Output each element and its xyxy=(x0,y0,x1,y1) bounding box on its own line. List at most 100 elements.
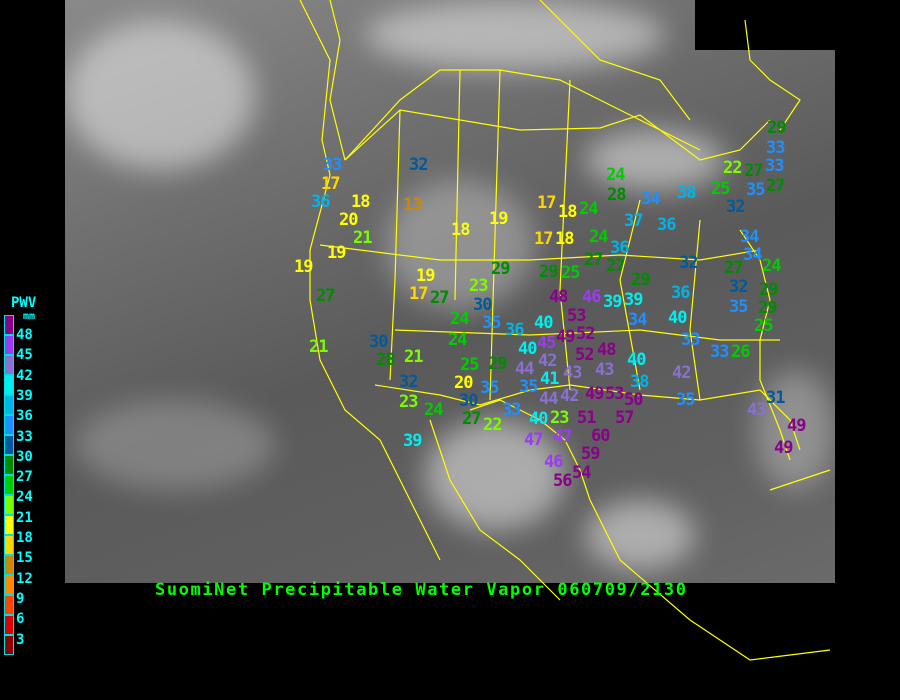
station-pwv-value: 23 xyxy=(550,408,570,428)
station-pwv-value: 21 xyxy=(353,228,373,248)
station-pwv-value: 36 xyxy=(505,320,525,340)
legend-swatch xyxy=(4,334,14,355)
station-pwv-value: 22 xyxy=(723,158,743,178)
station-pwv-value: 27 xyxy=(316,286,336,306)
station-pwv-value: 50 xyxy=(624,390,644,410)
legend-swatch xyxy=(4,394,14,415)
station-pwv-value: 24 xyxy=(579,199,599,219)
station-pwv-value: 27 xyxy=(766,176,786,196)
station-pwv-value: 42 xyxy=(560,386,580,406)
station-pwv-value: 52 xyxy=(575,345,595,365)
legend-swatch xyxy=(4,414,14,435)
station-pwv-value: 38 xyxy=(630,372,650,392)
color-legend xyxy=(4,314,14,655)
station-pwv-value: 19 xyxy=(489,209,509,229)
legend-swatch xyxy=(4,514,14,535)
station-pwv-value: 45 xyxy=(537,333,557,353)
legend-swatch xyxy=(4,314,14,335)
station-pwv-value: 27 xyxy=(430,288,450,308)
station-pwv-value: 28 xyxy=(607,185,627,205)
station-pwv-value: 49 xyxy=(774,438,794,458)
legend-label: 45 xyxy=(16,347,33,364)
station-pwv-value: 24 xyxy=(424,400,444,420)
station-pwv-value: 41 xyxy=(540,369,560,389)
station-pwv-value: 49 xyxy=(585,384,605,404)
station-pwv-value: 35 xyxy=(746,180,766,200)
station-pwv-value: 35 xyxy=(519,377,539,397)
station-pwv-value: 40 xyxy=(518,339,538,359)
legend-label: 6 xyxy=(16,611,25,628)
station-pwv-value: 39 xyxy=(403,431,423,451)
station-pwv-value: 53 xyxy=(605,384,625,404)
station-pwv-value: 20 xyxy=(454,373,474,393)
station-pwv-value: 17 xyxy=(409,284,429,304)
station-pwv-value: 25 xyxy=(460,355,480,375)
station-pwv-value: 18 xyxy=(558,202,578,222)
station-pwv-value: 34 xyxy=(641,189,661,209)
station-pwv-value: 43 xyxy=(563,363,583,383)
map-title: SuomiNet Precipitable Water Vapor 060709… xyxy=(155,580,688,600)
station-pwv-value: 49 xyxy=(787,416,807,436)
station-pwv-value: 46 xyxy=(544,452,564,472)
station-pwv-value: 32 xyxy=(399,372,419,392)
station-pwv-value: 51 xyxy=(577,408,597,428)
station-pwv-value: 33 xyxy=(765,156,785,176)
legend-swatch xyxy=(4,574,14,595)
station-pwv-value: 35 xyxy=(482,313,502,333)
legend-swatch xyxy=(4,354,14,375)
station-pwv-value: 39 xyxy=(624,290,644,310)
station-pwv-value: 25 xyxy=(754,316,774,336)
station-pwv-value: 42 xyxy=(672,363,692,383)
station-pwv-value: 18 xyxy=(451,220,471,240)
station-pwv-value: 19 xyxy=(416,266,436,286)
station-pwv-value: 21 xyxy=(309,337,329,357)
station-pwv-value: 36 xyxy=(657,215,677,235)
legend-swatch xyxy=(4,434,14,455)
station-pwv-value: 23 xyxy=(399,392,419,412)
legend-swatch xyxy=(4,534,14,555)
station-pwv-value: 19 xyxy=(327,243,347,263)
station-pwv-value: 48 xyxy=(549,287,569,307)
legend-title: PWV xyxy=(11,295,37,311)
station-pwv-value: 59 xyxy=(581,444,601,464)
station-pwv-value: 34 xyxy=(740,227,760,247)
legend-unit: mm xyxy=(23,311,36,322)
station-pwv-value: 29 xyxy=(488,354,508,374)
station-pwv-value: 27 xyxy=(606,256,626,276)
station-pwv-value: 24 xyxy=(606,165,626,185)
station-pwv-value: 33 xyxy=(502,400,522,420)
legend-swatch xyxy=(4,494,14,515)
station-pwv-value: 24 xyxy=(762,256,782,276)
station-pwv-value: 40 xyxy=(668,308,688,328)
legend-label: 27 xyxy=(16,469,33,486)
station-pwv-value: 36 xyxy=(311,192,331,212)
station-pwv-value: 29 xyxy=(539,262,559,282)
station-pwv-value: 29 xyxy=(767,118,787,138)
station-pwv-value: 54 xyxy=(572,463,592,483)
legend-label: 15 xyxy=(16,550,33,567)
station-pwv-value: 39 xyxy=(603,292,623,312)
station-pwv-value: 30 xyxy=(459,391,479,411)
station-pwv-value: 46 xyxy=(582,287,602,307)
legend-swatch xyxy=(4,454,14,475)
station-pwv-value: 37 xyxy=(624,211,644,231)
station-pwv-value: 24 xyxy=(448,330,468,350)
station-pwv-value: 22 xyxy=(483,415,503,435)
legend-label: 18 xyxy=(16,530,33,546)
legend-label: 24 xyxy=(16,489,33,506)
legend-label: 30 xyxy=(16,448,33,465)
station-pwv-value: 35 xyxy=(676,390,696,410)
station-pwv-value: 23 xyxy=(469,276,489,296)
station-pwv-value: 40 xyxy=(534,313,554,333)
station-pwv-value: 47 xyxy=(553,427,573,447)
station-pwv-value: 26 xyxy=(731,342,751,362)
legend-label: 9 xyxy=(16,590,25,607)
station-pwv-value: 27 xyxy=(744,161,764,181)
station-pwv-value: 36 xyxy=(610,238,630,258)
station-pwv-value: 25 xyxy=(561,263,581,283)
station-pwv-value: 17 xyxy=(537,193,557,213)
legend-label: 33 xyxy=(16,428,33,445)
station-pwv-value: 52 xyxy=(576,324,596,344)
station-pwv-value: 17 xyxy=(321,174,341,194)
